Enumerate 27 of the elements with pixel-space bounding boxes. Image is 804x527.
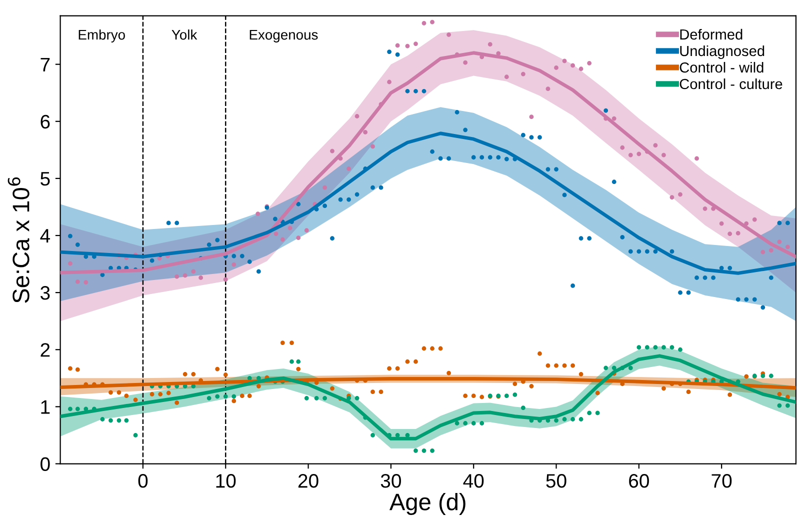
x-tick-label: 70 bbox=[712, 474, 732, 488]
line-series bbox=[60, 354, 796, 440]
y-tick-label: 5 bbox=[40, 172, 50, 186]
x-tick-label: 50 bbox=[546, 474, 566, 488]
x-tick-label: 20 bbox=[298, 474, 318, 488]
x-tick-label: 0 bbox=[138, 474, 148, 488]
y-tick-label: 2 bbox=[40, 343, 50, 357]
y-axis-title: Se:Ca x 10$^{6}$ bbox=[8, 177, 30, 303]
annotation: Yolk bbox=[172, 29, 198, 40]
x-tick-label: 30 bbox=[380, 474, 401, 488]
x-tick-label: 60 bbox=[629, 474, 649, 488]
x-tick-label: 40 bbox=[463, 474, 484, 488]
annotation: Exogenous bbox=[250, 30, 318, 42]
y-tick-label: 7 bbox=[40, 58, 50, 72]
line-series bbox=[60, 132, 796, 275]
legend-label: Undiagnosed bbox=[680, 45, 764, 60]
x-axis-title: Age (d) bbox=[389, 492, 466, 516]
y-tick-label: 1 bbox=[41, 400, 50, 414]
annotation: Embryo bbox=[78, 29, 125, 42]
legend-label: Deformed bbox=[680, 28, 742, 40]
legend-label: Control - wild bbox=[680, 62, 764, 73]
y-tick-label: 4 bbox=[40, 229, 50, 243]
y-tick-label: 3 bbox=[40, 286, 50, 300]
legend-label: Control - culture bbox=[680, 78, 782, 90]
y-tick-label: 6 bbox=[40, 114, 50, 129]
x-tick-label: 10 bbox=[216, 474, 236, 488]
y-tick-label: 0 bbox=[40, 457, 50, 471]
